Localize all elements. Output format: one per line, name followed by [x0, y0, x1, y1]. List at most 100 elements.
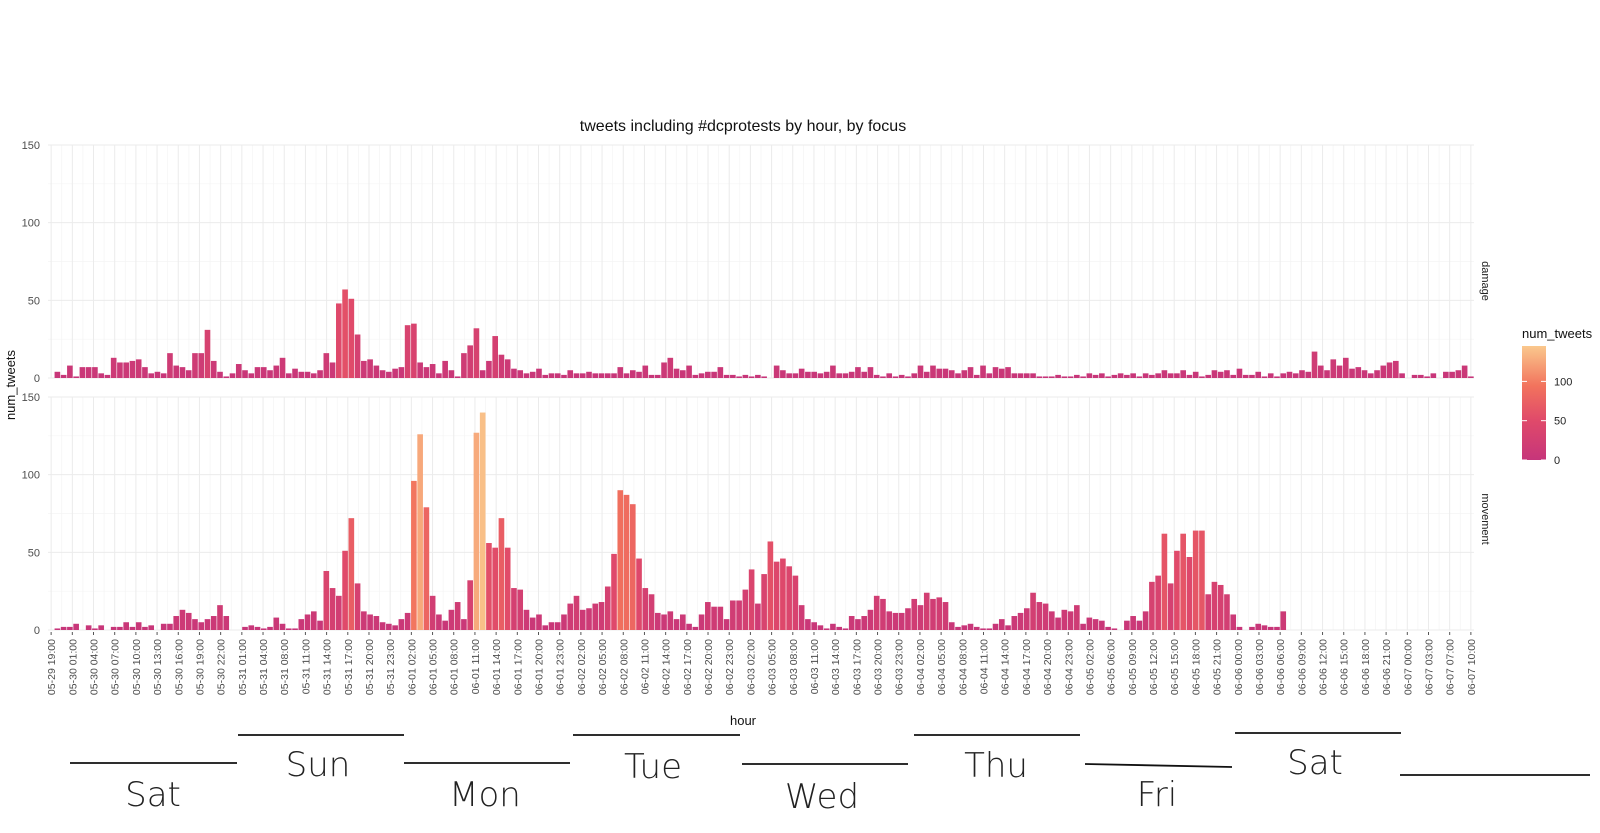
bar: [617, 367, 624, 378]
bar: [217, 371, 223, 378]
bar: [780, 558, 786, 630]
bar: [1411, 374, 1418, 378]
bar: [1211, 581, 1218, 630]
bar: [235, 364, 242, 378]
bar: [85, 367, 92, 378]
bar: [1161, 370, 1168, 378]
panel-movement: 0 50 100 150 movement: [22, 392, 1491, 637]
bar: [204, 329, 211, 378]
bar: [636, 558, 642, 630]
bar: [386, 371, 392, 378]
bars-damage: [54, 289, 1474, 378]
bar: [730, 600, 736, 630]
bar: [836, 626, 842, 630]
bar: [442, 620, 448, 630]
x-tick-label: 05-31 11:00: [300, 639, 312, 694]
bar: [267, 370, 273, 378]
bar: [998, 619, 1005, 630]
bar: [723, 619, 730, 630]
bar: [861, 371, 868, 378]
bar: [1136, 376, 1143, 378]
bar: [554, 622, 561, 630]
bar: [60, 374, 67, 378]
bar: [980, 628, 986, 630]
x-tick-label: 06-05 15:00: [1169, 639, 1181, 695]
bar: [873, 374, 880, 378]
bar: [667, 611, 674, 630]
bar: [1030, 373, 1036, 378]
bar: [773, 365, 780, 378]
bar: [1230, 614, 1237, 630]
bar: [1249, 626, 1255, 630]
bar: [1124, 620, 1130, 630]
bar: [298, 619, 305, 630]
bar: [761, 376, 767, 378]
x-tick-label: 06-01 08:00: [449, 639, 461, 695]
x-tick-label: 05-30 22:00: [216, 639, 228, 695]
bar: [467, 345, 473, 378]
bar: [523, 373, 530, 378]
bar: [298, 371, 305, 378]
bar: [223, 616, 230, 630]
bar: [398, 367, 405, 378]
bar: [542, 625, 549, 630]
bar: [1267, 373, 1274, 378]
bar: [636, 371, 642, 378]
bar: [598, 373, 605, 378]
bar: [554, 373, 561, 378]
bar: [1105, 626, 1111, 630]
bar: [129, 626, 136, 630]
bar: [1049, 611, 1055, 630]
bar: [654, 374, 661, 378]
bar: [373, 365, 380, 378]
bar: [623, 494, 630, 630]
bar: [204, 619, 211, 630]
bar: [342, 550, 348, 630]
bar: [223, 376, 230, 378]
bar: [310, 373, 317, 378]
bar: [748, 569, 755, 630]
bar: [686, 623, 692, 630]
bar: [454, 376, 461, 378]
legend-title: num_tweets: [1522, 326, 1593, 341]
bar: [411, 480, 417, 630]
bar: [805, 619, 811, 630]
bar: [1067, 376, 1074, 378]
bar: [1042, 603, 1049, 630]
bar: [461, 619, 467, 630]
bar: [511, 588, 517, 630]
bar: [60, 626, 67, 630]
bar: [348, 298, 355, 378]
bar: [1111, 374, 1118, 378]
bar: [805, 371, 811, 378]
bar: [923, 592, 930, 630]
x-tick-label: 05-30 13:00: [152, 639, 164, 695]
x-tick-label: 06-02 05:00: [597, 639, 609, 695]
x-tick-label: 06-03 08:00: [788, 639, 800, 695]
bar: [1111, 628, 1118, 630]
bar: [1380, 365, 1387, 378]
bar: [317, 620, 323, 630]
bar: [1023, 373, 1030, 378]
bar: [1099, 373, 1105, 378]
bar: [160, 373, 167, 378]
x-tick-label: 06-03 02:00: [745, 639, 757, 695]
bar: [742, 589, 749, 630]
bar: [1386, 362, 1393, 378]
bar: [1155, 575, 1161, 630]
legend-tick-label: 50: [1554, 416, 1566, 428]
x-tick-label: 05-31 20:00: [364, 639, 376, 695]
bar: [711, 371, 717, 378]
legend-tick-label: 100: [1554, 376, 1572, 388]
bar: [1086, 617, 1093, 630]
bar: [142, 367, 148, 378]
bar: [905, 608, 911, 630]
bar: [792, 575, 799, 630]
bar: [1443, 371, 1449, 378]
bar: [117, 626, 123, 630]
bar: [267, 626, 273, 630]
bar: [517, 589, 524, 630]
x-tick-label: 06-05 12:00: [1148, 639, 1160, 695]
bar: [911, 598, 918, 630]
